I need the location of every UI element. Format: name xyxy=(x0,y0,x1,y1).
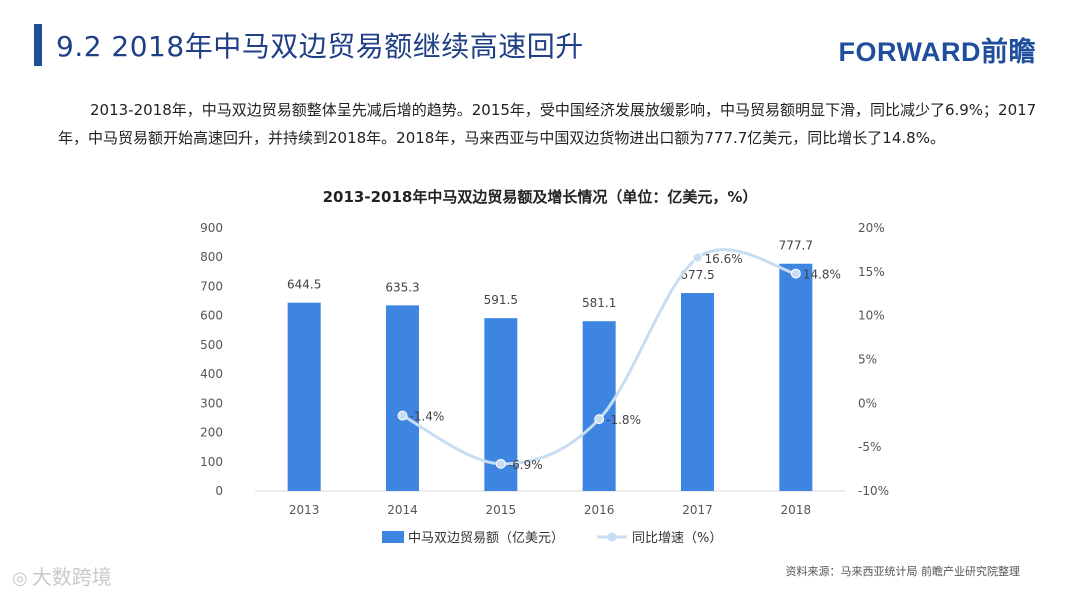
growth-point-2015 xyxy=(495,458,506,469)
bar-label-2014: 635.3 xyxy=(385,280,419,294)
right-tick-label: -10% xyxy=(858,484,889,498)
right-tick-label: 10% xyxy=(858,309,885,323)
bar-label-2017: 677.5 xyxy=(680,268,714,282)
left-tick-label: 300 xyxy=(200,396,223,410)
bar-2018 xyxy=(779,263,813,491)
intro-paragraph: 2013-2018年，中马双边贸易额整体呈先减后增的趋势。2015年，受中国经济… xyxy=(58,96,1038,152)
bar-label-2015: 591.5 xyxy=(484,293,518,307)
watermark-icon: ◎ xyxy=(12,568,28,589)
page-title: 9.2 2018年中马双边贸易额继续高速回升 xyxy=(56,30,584,63)
left-tick-label: 100 xyxy=(200,455,223,469)
x-tick-label: 2018 xyxy=(781,503,812,517)
growth-line xyxy=(401,248,797,466)
growth-label-2014: -1.4% xyxy=(410,410,445,424)
left-tick-label: 800 xyxy=(200,250,223,264)
legend-line-label: 同比增速（%） xyxy=(632,531,722,546)
x-tick-label: 2015 xyxy=(486,503,517,517)
right-tick-label: 0% xyxy=(858,396,877,410)
growth-label-2018: 14.8% xyxy=(803,268,841,282)
chart-title: 2013-2018年中马双边贸易额及增长情况（单位：亿美元，%） xyxy=(322,188,758,206)
growth-point-2017 xyxy=(692,252,703,263)
legend-bar-label: 中马双边贸易额（亿美元） xyxy=(408,531,564,546)
growth-point-2014 xyxy=(397,410,408,421)
bar-label-2016: 581.1 xyxy=(582,296,616,310)
bar-2014 xyxy=(386,305,419,491)
growth-label-2015: -6.9% xyxy=(508,458,543,472)
title-accent-bar xyxy=(34,24,42,66)
growth-point-2016 xyxy=(594,414,605,425)
forward-logo: FORWARD前瞻 xyxy=(838,37,1036,67)
growth-label-2017: 16.6% xyxy=(705,252,743,266)
left-tick-label: 600 xyxy=(200,309,223,323)
left-tick-label: 700 xyxy=(200,279,223,293)
right-tick-label: -5% xyxy=(858,440,881,454)
bar-label-2013: 644.5 xyxy=(287,278,321,292)
x-tick-label: 2017 xyxy=(682,503,713,517)
watermark-text: 大数跨境 xyxy=(31,565,112,589)
source-note: 资料来源：马来西亚统计局 前瞻产业研究院整理 xyxy=(785,565,1021,578)
legend-bar-swatch xyxy=(382,531,404,543)
growth-point-2018 xyxy=(790,268,801,279)
left-tick-label: 500 xyxy=(200,338,223,352)
bar-2017 xyxy=(681,293,714,491)
right-tick-label: 5% xyxy=(858,353,877,367)
x-tick-label: 2013 xyxy=(289,503,320,517)
bar-2013 xyxy=(287,302,321,491)
left-tick-label: 0 xyxy=(215,484,223,498)
growth-label-2016: -1.8% xyxy=(606,413,641,427)
x-tick-label: 2016 xyxy=(584,503,615,517)
intro-text: 2013-2018年，中马双边贸易额整体呈先减后增的趋势。2015年，受中国经济… xyxy=(58,101,1037,147)
right-tick-label: 20% xyxy=(858,221,885,235)
legend-line-marker xyxy=(607,532,617,542)
x-tick-label: 2014 xyxy=(387,503,418,517)
bar-label-2018: 777.7 xyxy=(779,239,813,253)
watermark: ◎ 大数跨境 xyxy=(12,561,112,590)
left-tick-label: 400 xyxy=(200,367,223,381)
left-tick-label: 200 xyxy=(200,426,223,440)
left-tick-label: 900 xyxy=(200,221,223,235)
right-tick-label: 15% xyxy=(858,265,885,279)
